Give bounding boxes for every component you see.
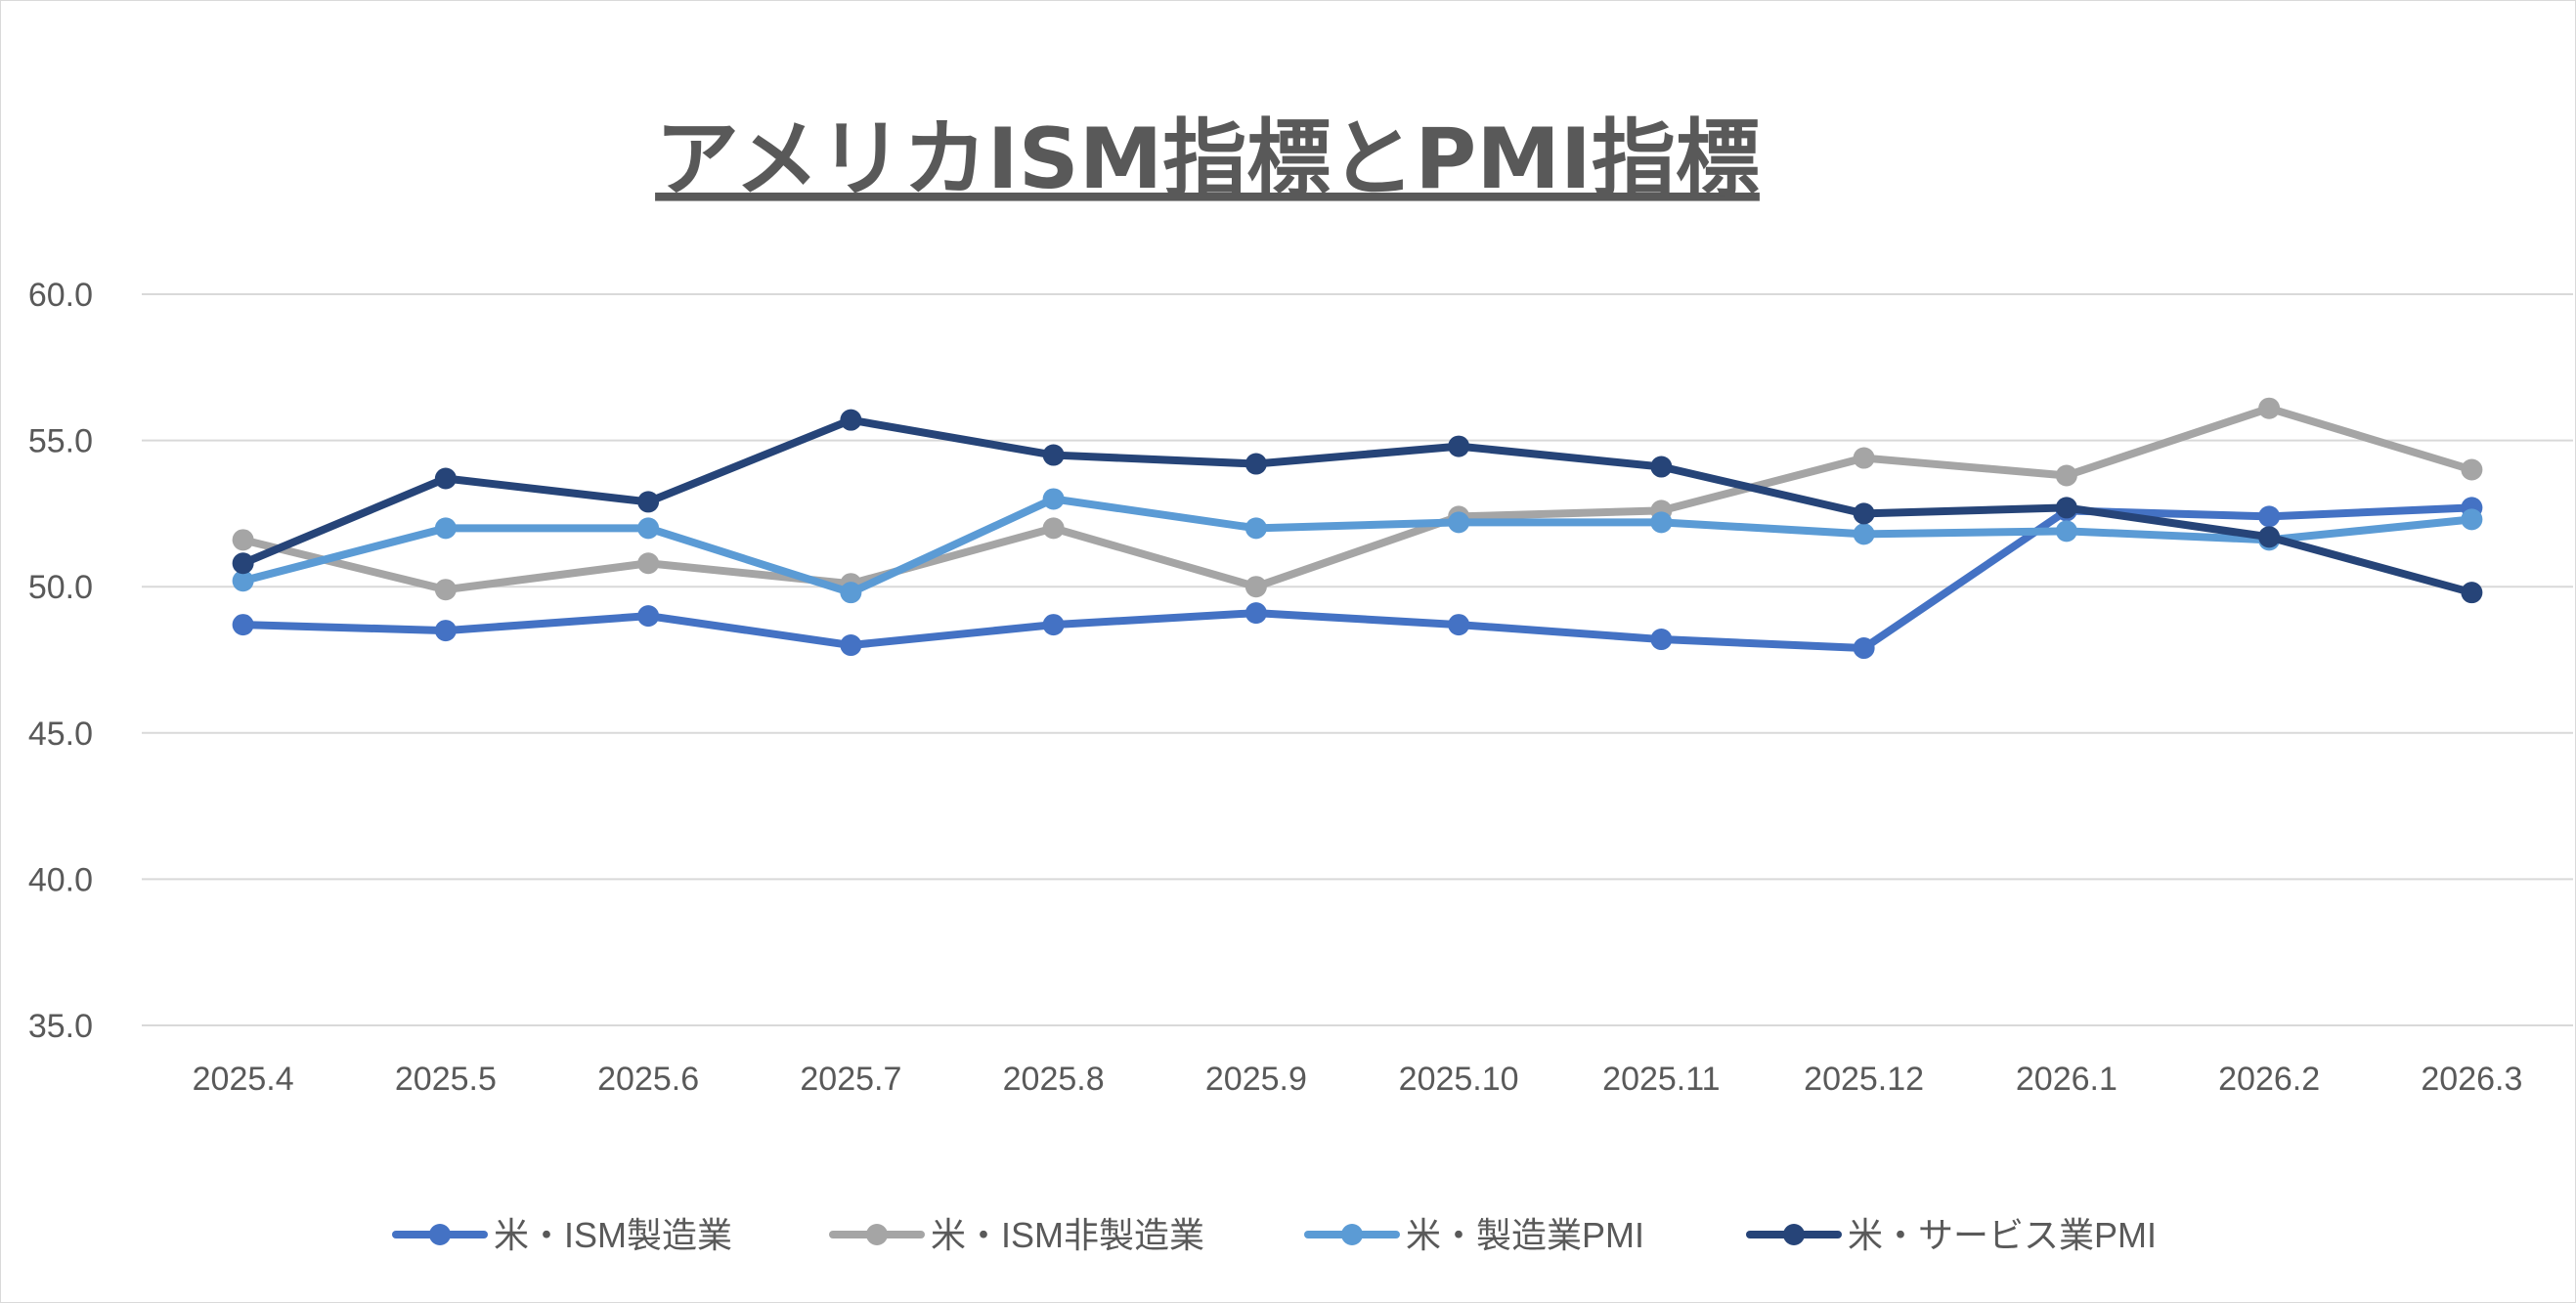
data-point	[1853, 523, 1875, 545]
data-point	[1244, 453, 1267, 475]
data-point	[2055, 497, 2077, 519]
x-tick-label: 2025.5	[395, 1061, 497, 1098]
legend-item: 米・ISM製造業	[392, 1215, 732, 1255]
x-tick-label: 2025.11	[1602, 1061, 1720, 1098]
y-tick-label: 45.0	[28, 716, 93, 753]
data-point	[1853, 447, 1875, 469]
data-point	[232, 529, 254, 551]
data-point	[2055, 464, 2077, 487]
x-tick-label: 2026.2	[2218, 1061, 2320, 1098]
data-point	[2461, 582, 2483, 604]
data-point	[840, 634, 862, 657]
series-2	[232, 397, 2483, 601]
data-point	[434, 517, 457, 540]
legend-label: 米・ISM非製造業	[931, 1215, 1204, 1255]
y-tick-label: 55.0	[28, 423, 93, 460]
data-point	[1853, 637, 1875, 660]
data-point	[434, 579, 457, 601]
data-point	[434, 620, 457, 642]
x-tick-label: 2025.10	[1399, 1061, 1519, 1098]
data-point	[2461, 508, 2483, 531]
data-point	[840, 409, 862, 431]
legend-swatch-marker	[866, 1224, 888, 1245]
data-point	[637, 517, 660, 540]
series-line	[239, 404, 2476, 594]
legend-swatch-marker	[429, 1224, 451, 1245]
x-tick-label: 2025.12	[1804, 1061, 1924, 1098]
legend-item: 米・サービス業PMI	[1746, 1215, 2157, 1255]
data-point	[1244, 517, 1267, 540]
x-tick-label: 2026.3	[2421, 1061, 2522, 1098]
legend-swatch-marker	[1341, 1224, 1363, 1245]
data-point	[434, 467, 457, 490]
data-point	[840, 582, 862, 604]
data-point	[637, 491, 660, 513]
data-point	[1448, 435, 1470, 457]
x-tick-label: 2025.6	[597, 1061, 699, 1098]
series-4	[232, 409, 2483, 604]
data-point	[1448, 511, 1470, 534]
data-point	[1244, 602, 1267, 625]
data-point	[2258, 526, 2281, 548]
data-point	[2461, 458, 2483, 481]
legend-swatch-marker	[1783, 1224, 1805, 1245]
data-point	[1244, 576, 1267, 598]
data-point	[637, 552, 660, 575]
data-point	[637, 605, 660, 628]
data-point	[1448, 614, 1470, 636]
data-point	[1650, 456, 1673, 478]
y-tick-label: 40.0	[28, 861, 93, 898]
data-point	[1042, 517, 1065, 540]
y-tick-label: 50.0	[28, 569, 93, 606]
data-point	[232, 614, 254, 636]
legend-label: 米・ISM製造業	[494, 1215, 732, 1255]
chart-title: アメリカISM指標とPMI指標	[655, 110, 1760, 208]
x-tick-label: 2025.7	[800, 1061, 901, 1098]
data-point	[232, 570, 254, 592]
series-line	[239, 495, 2476, 597]
data-point	[1042, 488, 1065, 510]
data-point	[1042, 614, 1065, 636]
data-point	[1650, 629, 1673, 651]
series-line	[239, 415, 2476, 597]
data-point	[2055, 520, 2077, 543]
legend-item: 米・製造業PMI	[1304, 1215, 1644, 1255]
y-tick-label: 60.0	[28, 277, 93, 314]
x-tick-label: 2025.4	[193, 1061, 294, 1098]
legend-item: 米・ISM非製造業	[829, 1215, 1204, 1255]
data-point	[1853, 502, 1875, 525]
data-point	[1650, 511, 1673, 534]
legend-label: 米・製造業PMI	[1406, 1215, 1644, 1255]
legend-label: 米・サービス業PMI	[1848, 1215, 2157, 1255]
data-point	[1042, 444, 1065, 466]
x-tick-label: 2026.1	[2016, 1061, 2118, 1098]
y-tick-label: 35.0	[28, 1008, 93, 1045]
data-point	[2258, 397, 2281, 419]
data-point	[232, 552, 254, 575]
x-tick-label: 2025.8	[1003, 1061, 1105, 1098]
x-tick-label: 2025.9	[1205, 1061, 1307, 1098]
data-point	[2258, 505, 2281, 528]
